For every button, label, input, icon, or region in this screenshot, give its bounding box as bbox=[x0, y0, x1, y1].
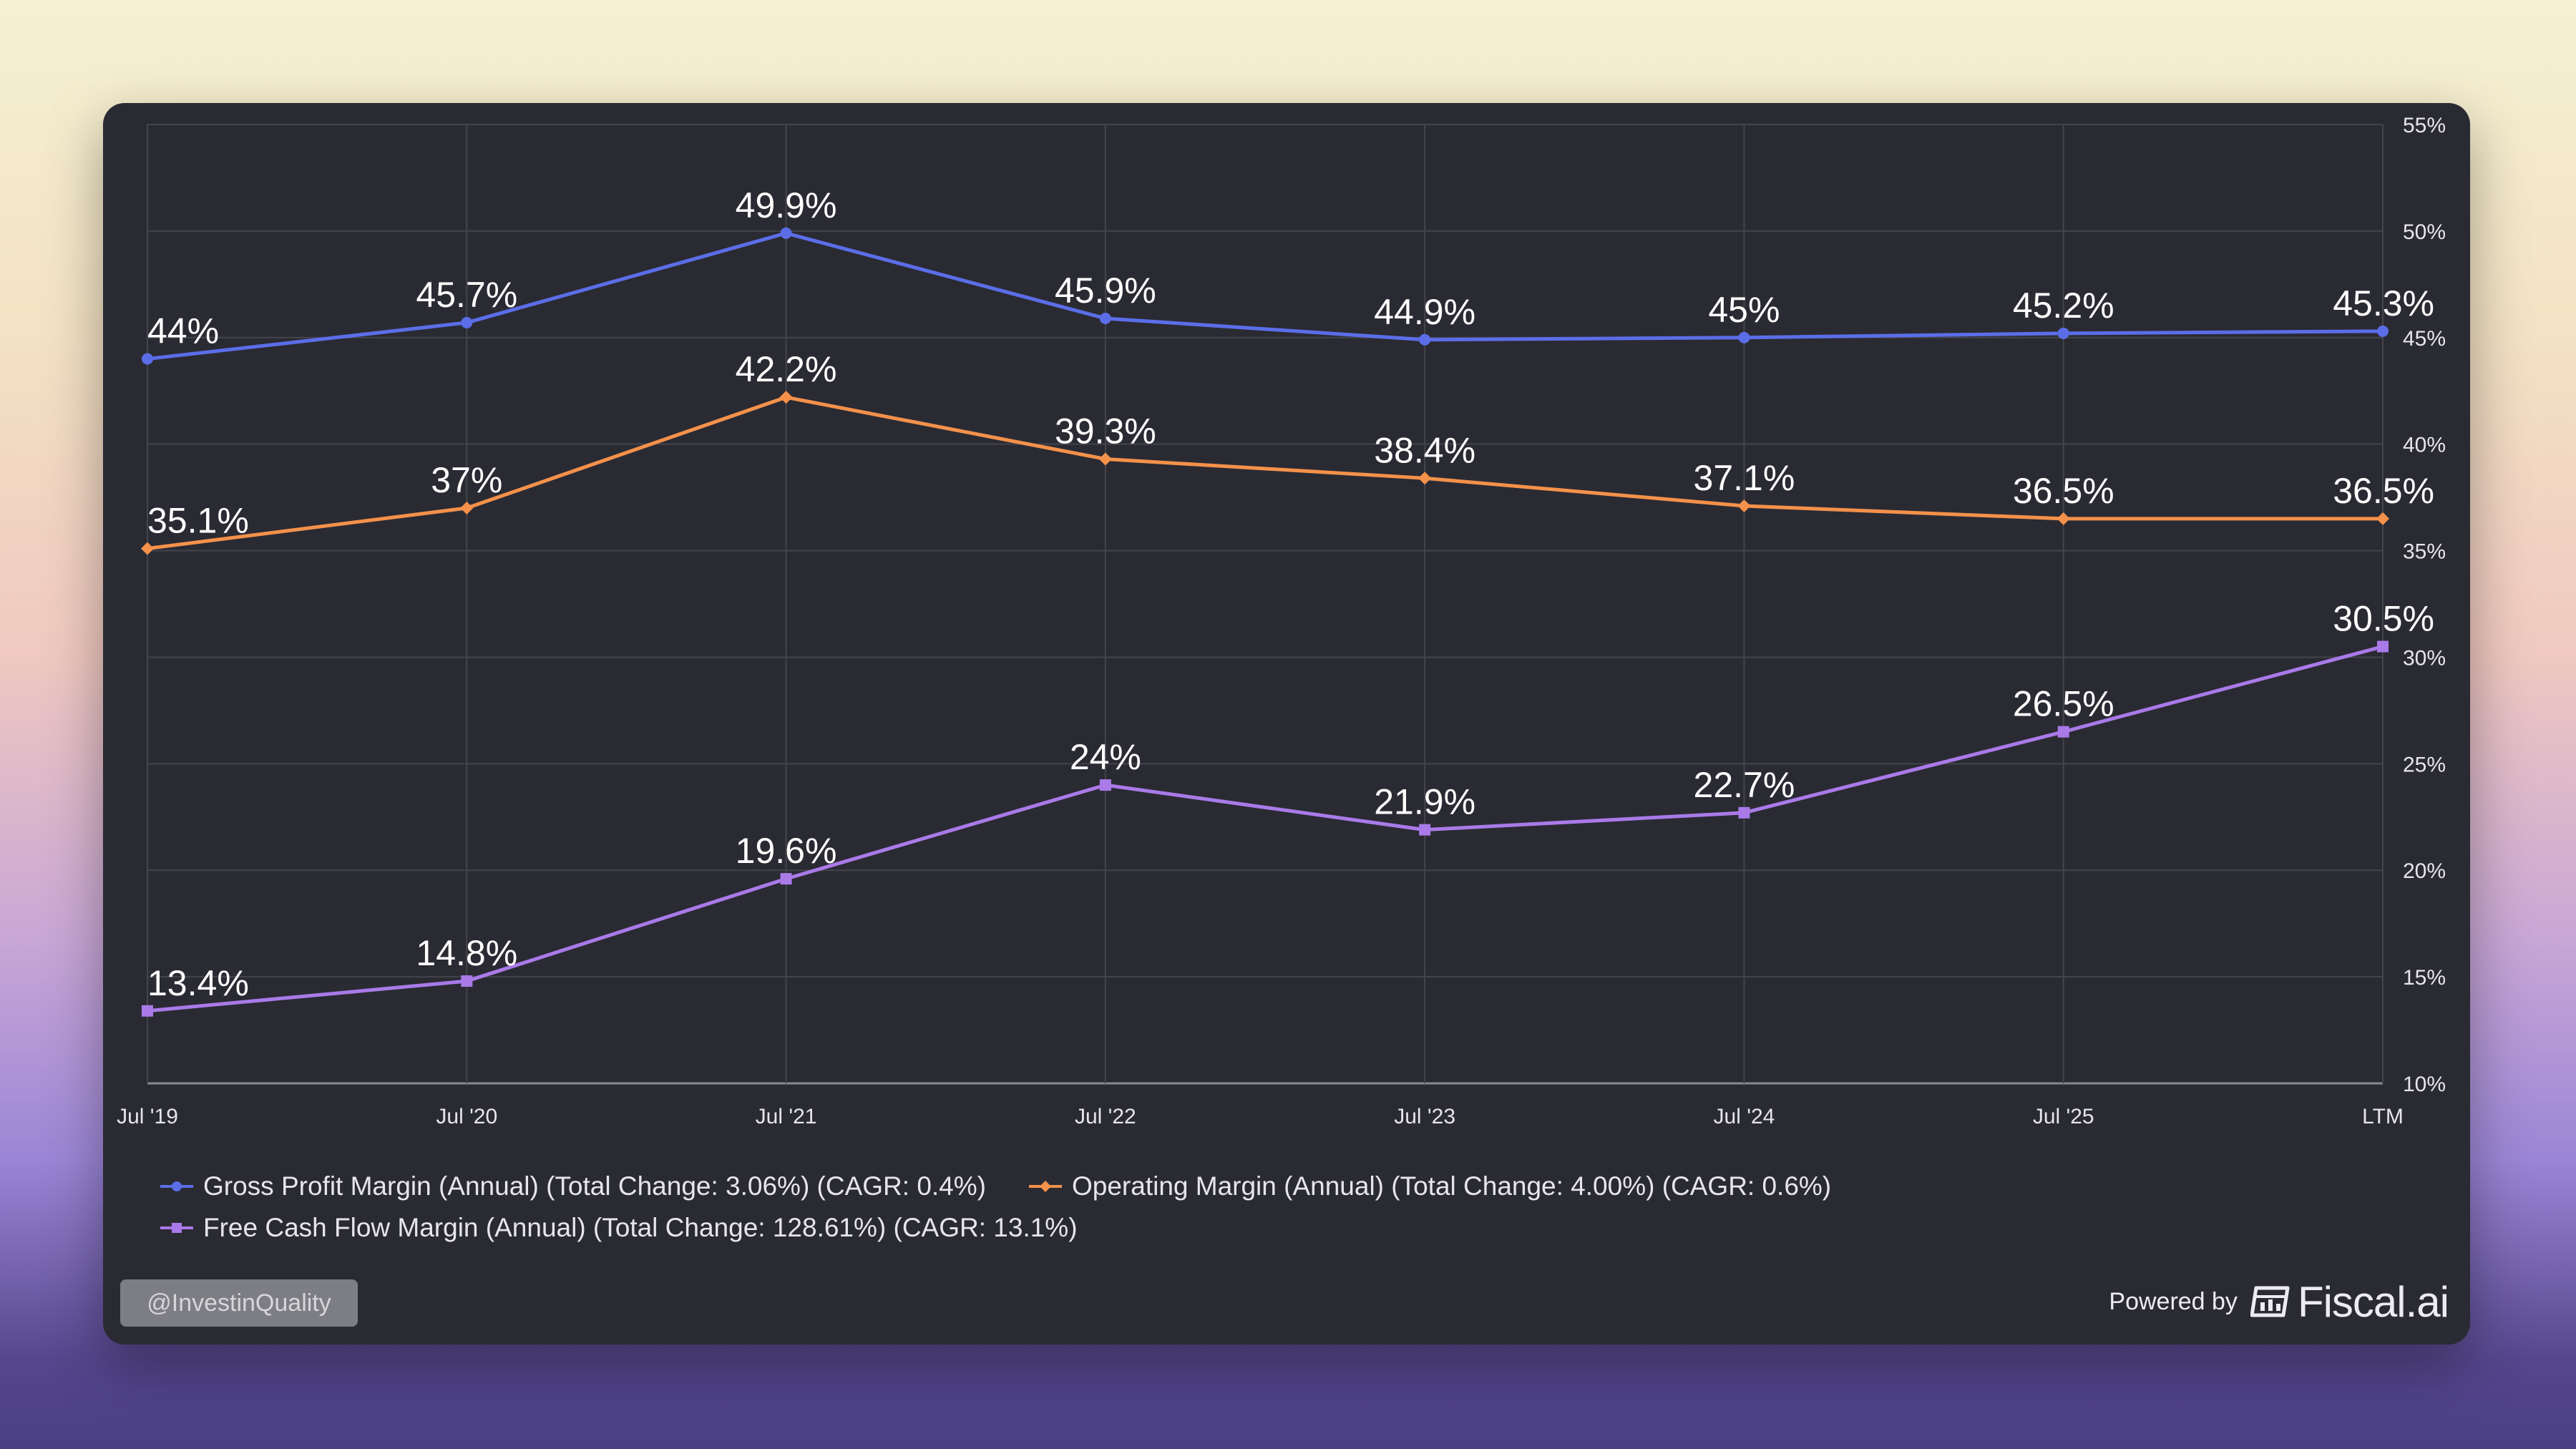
data-point bbox=[2376, 512, 2389, 525]
legend-row-2: Free Cash Flow Margin (Annual) (Total Ch… bbox=[160, 1207, 2379, 1249]
data-point bbox=[461, 975, 473, 987]
legend-item-gross-profit[interactable]: Gross Profit Margin (Annual) (Total Chan… bbox=[160, 1171, 986, 1201]
data-point bbox=[1418, 472, 1432, 485]
y-tick-label: 45% bbox=[2403, 327, 2446, 351]
data-label: 13.4% bbox=[147, 963, 249, 1003]
data-point bbox=[1419, 824, 1431, 836]
data-label: 45.3% bbox=[2333, 283, 2434, 323]
y-tick-label: 55% bbox=[2403, 114, 2446, 137]
x-tick-label: Jul '19 bbox=[117, 1105, 178, 1128]
x-tick-label: Jul '22 bbox=[1075, 1105, 1136, 1128]
data-label: 45.2% bbox=[2013, 286, 2114, 326]
data-label: 22.7% bbox=[1694, 765, 1795, 805]
legend-label: Operating Margin (Annual) (Total Change:… bbox=[1071, 1171, 1832, 1201]
data-point bbox=[142, 353, 153, 365]
data-point bbox=[141, 542, 154, 555]
data-label: 37.1% bbox=[1694, 458, 1795, 498]
y-tick-label: 10% bbox=[2403, 1073, 2446, 1096]
legend-diamond-marker-icon bbox=[1028, 1181, 1062, 1192]
y-tick-label: 40% bbox=[2403, 434, 2446, 457]
data-label: 45.9% bbox=[1055, 270, 1156, 311]
data-label: 42.2% bbox=[736, 349, 837, 389]
data-point bbox=[2057, 512, 2070, 525]
data-point bbox=[2057, 327, 2069, 339]
series-line bbox=[147, 395, 2383, 551]
data-label: 30.5% bbox=[2333, 599, 2434, 639]
x-tick-label: LTM bbox=[2362, 1105, 2404, 1128]
data-point bbox=[1099, 312, 1111, 324]
data-point bbox=[1738, 331, 1750, 343]
y-tick-label: 35% bbox=[2403, 540, 2446, 564]
data-label: 14.8% bbox=[416, 933, 517, 973]
x-tick-label: Jul '23 bbox=[1394, 1105, 1455, 1128]
chart-card: 10% 15% 20% 25% 30% 35% 40% 45% 50% 55% Jul '19 Jul… bbox=[103, 103, 2470, 1345]
powered-by[interactable]: Powered by Fiscal.ai bbox=[2109, 1277, 2449, 1327]
data-label: 39.3% bbox=[1055, 411, 1156, 452]
data-label: 44% bbox=[147, 311, 219, 351]
legend-label: Free Cash Flow Margin (Annual) (Total Ch… bbox=[203, 1213, 1078, 1242]
data-point bbox=[1099, 779, 1111, 791]
legend-row-1: Gross Profit Margin (Annual) (Total Chan… bbox=[160, 1166, 2379, 1207]
brand-name: Fiscal.ai bbox=[2297, 1277, 2449, 1326]
legend-square-marker-icon bbox=[160, 1223, 193, 1233]
data-label: 35.1% bbox=[147, 501, 249, 541]
y-tick-label: 20% bbox=[2403, 859, 2446, 883]
y-tick-label: 50% bbox=[2403, 220, 2446, 244]
data-point bbox=[1738, 806, 1750, 819]
data-label: 37% bbox=[431, 460, 502, 500]
data-point bbox=[780, 227, 792, 239]
y-tick-label: 30% bbox=[2403, 646, 2446, 670]
legend-label: Gross Profit Margin (Annual) (Total Chan… bbox=[203, 1171, 986, 1201]
data-point bbox=[2377, 325, 2389, 337]
series-line bbox=[147, 231, 2384, 361]
line-chart: 10% 15% 20% 25% 30% 35% 40% 45% 50% 55% Jul '19 Jul… bbox=[117, 114, 2446, 1128]
series-line bbox=[147, 645, 2384, 1013]
data-point bbox=[1737, 499, 1751, 513]
x-tick-label: Jul '21 bbox=[756, 1105, 817, 1128]
legend-item-free-cash-flow[interactable]: Free Cash Flow Margin (Annual) (Total Ch… bbox=[160, 1213, 1078, 1243]
data-label: 21.9% bbox=[1374, 782, 1475, 822]
x-tick-label: Jul '25 bbox=[2033, 1105, 2094, 1128]
legend-circle-marker-icon bbox=[160, 1181, 193, 1191]
data-label: 26.5% bbox=[2013, 684, 2114, 724]
data-label: 45% bbox=[1708, 290, 1780, 330]
data-label: 19.6% bbox=[736, 831, 837, 871]
data-label: 45.7% bbox=[416, 275, 517, 315]
powered-by-text: Powered by bbox=[2109, 1287, 2238, 1315]
fiscal-logo-icon bbox=[2250, 1286, 2290, 1317]
data-label: 44.9% bbox=[1374, 292, 1475, 332]
data-label: 49.9% bbox=[736, 185, 837, 225]
data-point bbox=[2377, 640, 2389, 653]
data-point bbox=[780, 873, 792, 885]
data-label: 38.4% bbox=[1374, 430, 1475, 470]
data-point bbox=[461, 316, 473, 328]
x-tick-label: Jul '24 bbox=[1714, 1105, 1775, 1128]
data-point bbox=[1419, 333, 1431, 346]
watermark-badge: @InvestinQuality bbox=[120, 1279, 358, 1327]
y-tick-label: 15% bbox=[2403, 966, 2446, 990]
data-point bbox=[460, 502, 474, 514]
x-tick-label: Jul '20 bbox=[436, 1105, 497, 1128]
data-label: 24% bbox=[1070, 737, 1141, 777]
y-tick-label: 25% bbox=[2403, 753, 2446, 776]
data-point bbox=[142, 1005, 153, 1017]
data-label: 36.5% bbox=[2333, 471, 2434, 511]
data-label: 36.5% bbox=[2013, 471, 2114, 511]
legend-item-operating-margin[interactable]: Operating Margin (Annual) (Total Change:… bbox=[1028, 1171, 1832, 1201]
data-point bbox=[1098, 452, 1112, 466]
data-point bbox=[779, 391, 793, 404]
legend: Gross Profit Margin (Annual) (Total Chan… bbox=[160, 1166, 2379, 1249]
data-point bbox=[2057, 726, 2069, 738]
